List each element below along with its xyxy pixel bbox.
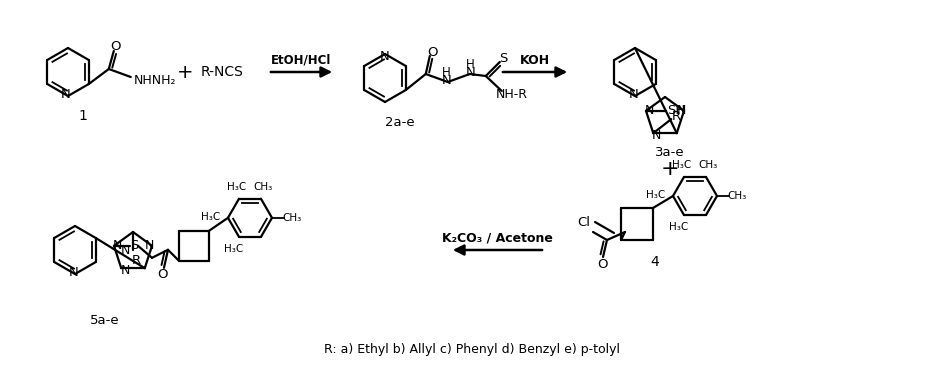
Text: CH₃: CH₃ — [282, 213, 301, 223]
Text: H₃C: H₃C — [645, 190, 665, 200]
Text: +: + — [177, 62, 193, 81]
Text: N: N — [465, 65, 475, 79]
Text: H: H — [441, 65, 449, 79]
Text: EtOH/HCl: EtOH/HCl — [271, 54, 330, 66]
Text: N: N — [121, 264, 129, 277]
Text: R: a) Ethyl b) Allyl c) Phenyl d) Benzyl e) p-tolyl: R: a) Ethyl b) Allyl c) Phenyl d) Benzyl… — [324, 344, 619, 356]
Text: S: S — [129, 239, 138, 252]
Text: R: R — [671, 110, 680, 123]
Text: H₃C: H₃C — [668, 222, 688, 232]
Text: SH: SH — [666, 104, 684, 117]
Text: N: N — [144, 239, 154, 252]
Text: N: N — [61, 88, 71, 102]
Text: 3a-e: 3a-e — [654, 145, 684, 159]
Text: R: R — [131, 254, 141, 266]
Text: N: N — [69, 266, 78, 280]
Text: H₃C: H₃C — [672, 160, 691, 170]
Text: H₃C: H₃C — [228, 182, 246, 192]
Text: N: N — [644, 104, 653, 117]
Text: N: N — [379, 51, 390, 63]
Text: 2a-e: 2a-e — [385, 116, 414, 128]
Text: +: + — [660, 159, 679, 179]
Text: 5a-e: 5a-e — [90, 313, 120, 327]
Text: H: H — [464, 58, 474, 70]
Text: R-NCS: R-NCS — [200, 65, 244, 79]
Text: K₂CO₃ / Acetone: K₂CO₃ / Acetone — [441, 232, 552, 244]
Text: 1: 1 — [78, 109, 88, 123]
Text: 4: 4 — [649, 255, 659, 269]
Text: O: O — [596, 258, 607, 270]
Text: O: O — [110, 40, 121, 54]
Text: CH₃: CH₃ — [698, 160, 716, 170]
Text: N: N — [442, 73, 451, 87]
Text: NH-R: NH-R — [496, 88, 528, 102]
Text: H₃C: H₃C — [224, 244, 244, 254]
Text: N: N — [650, 129, 660, 142]
Text: NHNH₂: NHNH₂ — [133, 75, 176, 87]
Text: N: N — [629, 88, 638, 102]
Text: CH₃: CH₃ — [727, 191, 746, 201]
Text: N: N — [112, 239, 122, 252]
Text: N: N — [120, 244, 129, 258]
Text: S: S — [499, 52, 508, 65]
Text: Cl: Cl — [577, 215, 590, 229]
Text: KOH: KOH — [519, 54, 549, 66]
Text: N: N — [676, 104, 685, 117]
Text: O: O — [158, 268, 168, 281]
Text: H₃C: H₃C — [200, 212, 220, 222]
Text: O: O — [427, 46, 438, 58]
Text: CH₃: CH₃ — [253, 182, 272, 192]
